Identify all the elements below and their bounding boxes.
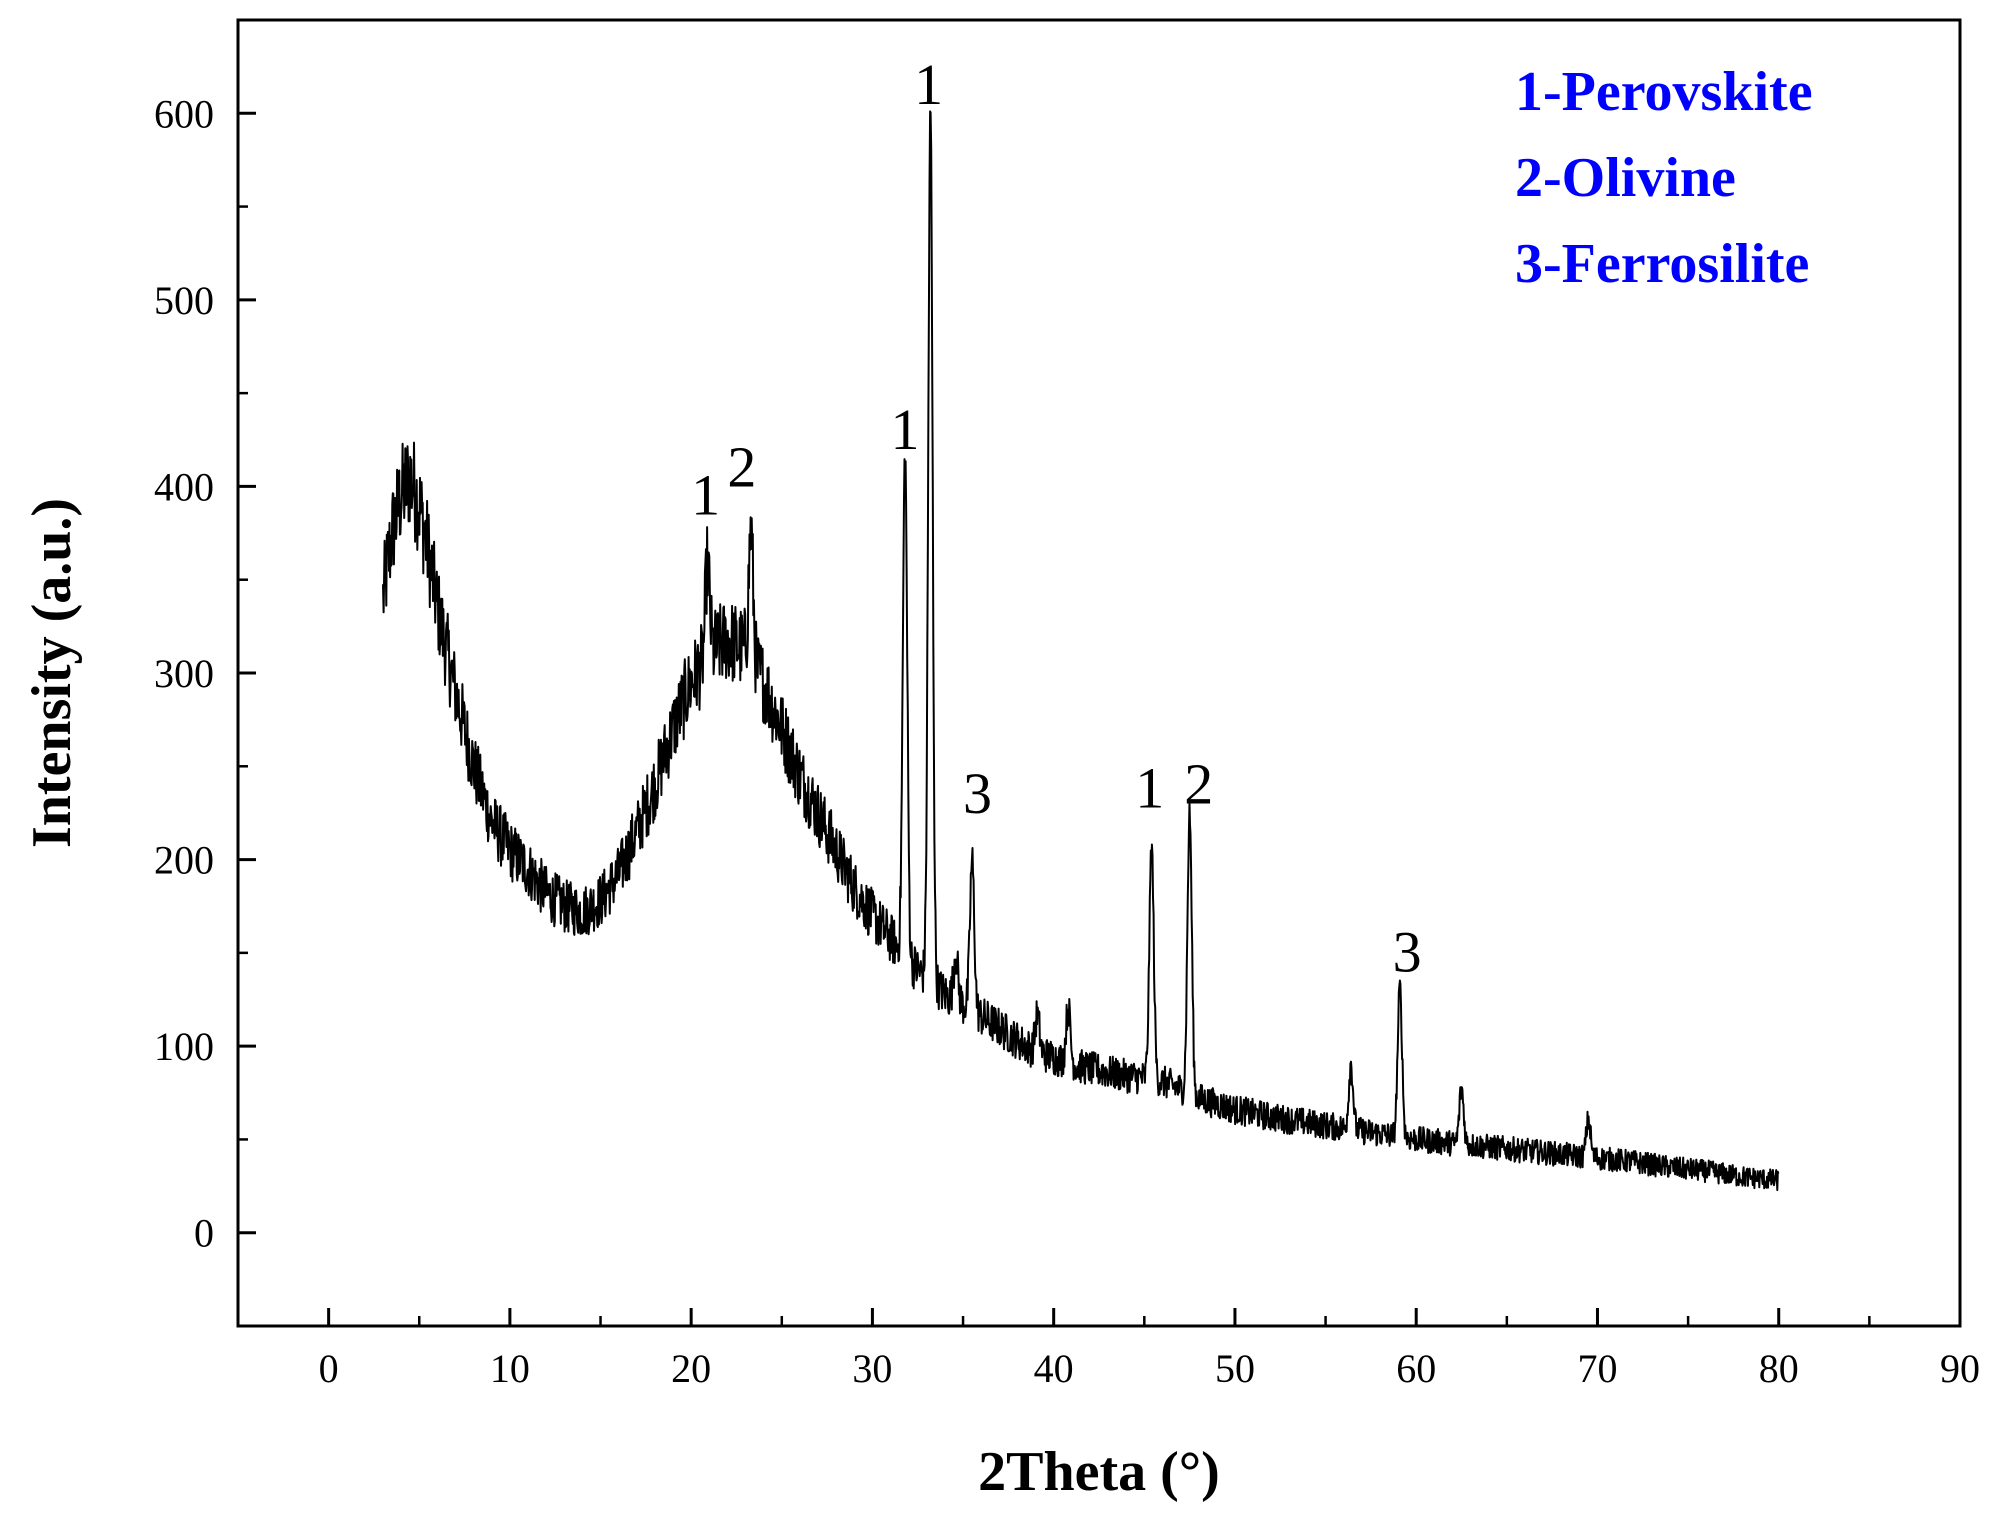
y-tick-label: 600 — [154, 91, 214, 136]
plot-frame — [236, 18, 1962, 1328]
x-tick-label: 40 — [1034, 1346, 1074, 1391]
phase-legend: 1-Perovskite 2-Olivine 3-Ferrosilite — [1515, 61, 1813, 295]
y-axis-title: Intensity (a.u.) — [21, 498, 83, 848]
peak-label: 1 — [891, 397, 920, 462]
peak-label: 1 — [691, 462, 720, 527]
peak-label: 1 — [914, 52, 943, 117]
y-tick-label: 200 — [154, 838, 214, 883]
legend-entry: 3-Ferrosilite — [1515, 233, 1809, 295]
x-tick-label: 70 — [1577, 1346, 1617, 1391]
axis-ticks — [238, 111, 1962, 1326]
x-tick-label: 30 — [852, 1346, 892, 1391]
x-tick-label: 50 — [1215, 1346, 1255, 1391]
data-series — [382, 110, 1780, 1192]
x-tick-label: 60 — [1396, 1346, 1436, 1391]
peak-label: 2 — [727, 434, 756, 499]
legend-entry: 1-Perovskite — [1515, 61, 1813, 123]
peak-label: 2 — [1184, 752, 1213, 817]
y-tick-label: 500 — [154, 278, 214, 323]
peak-label: 3 — [963, 761, 992, 826]
x-tick-label: 20 — [671, 1346, 711, 1391]
y-tick-label: 0 — [194, 1211, 214, 1256]
x-tick-label: 90 — [1940, 1346, 1980, 1391]
axis-tick-labels: 0 10 20 30 40 50 60 70 80 90 0 100 200 300 400 500 600 — [154, 91, 1980, 1391]
y-tick-label: 400 — [154, 464, 214, 509]
x-tick-label: 0 — [319, 1346, 339, 1391]
peak-label: 1 — [1135, 755, 1164, 820]
legend-entry: 2-Olivine — [1515, 147, 1736, 209]
xrd-series-line — [382, 110, 1780, 1192]
x-axis-title: 2Theta (°) — [978, 1441, 1220, 1503]
y-tick-label: 100 — [154, 1024, 214, 1069]
y-tick-label: 300 — [154, 651, 214, 696]
peak-label: 3 — [1393, 920, 1422, 985]
x-tick-label: 80 — [1759, 1346, 1799, 1391]
x-tick-label: 10 — [490, 1346, 530, 1391]
